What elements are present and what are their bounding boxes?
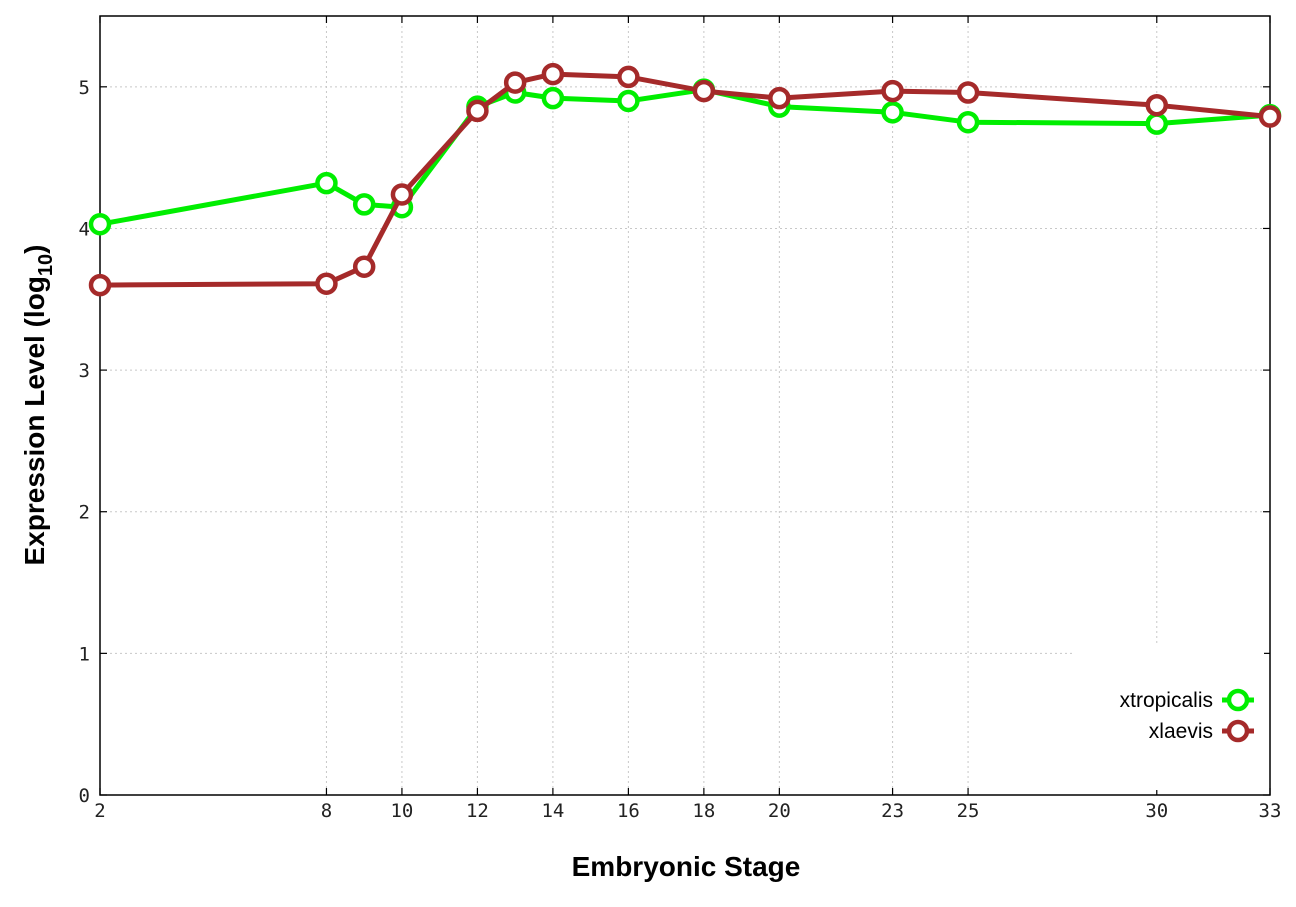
data-point-xlaevis	[315, 272, 338, 295]
data-point-xtropicalis	[315, 171, 338, 195]
legend-marker-xtropicalis	[1226, 688, 1250, 712]
x-tick-label: 33	[1259, 800, 1282, 822]
data-point-xlaevis	[768, 86, 791, 110]
data-point-xtropicalis	[956, 110, 980, 134]
data-point-xtropicalis	[352, 193, 376, 216]
data-point-xlaevis	[503, 71, 527, 94]
x-tick-label: 20	[768, 800, 791, 822]
series-line-xlaevis	[97, 71, 1273, 288]
x-tick-label: 23	[881, 800, 904, 822]
x-tick-label: 18	[692, 800, 715, 822]
legend-box	[1074, 645, 1264, 790]
data-point-xtropicalis	[1145, 112, 1169, 135]
y-axis-title-subscript: 10	[35, 254, 57, 276]
x-tick-label: 12	[466, 800, 489, 822]
data-point-xlaevis	[956, 81, 980, 104]
x-tick-label: 25	[957, 800, 980, 822]
y-tick-label: 1	[79, 643, 90, 665]
x-tick-label: 16	[617, 800, 640, 822]
x-tick-label: 8	[321, 800, 332, 822]
y-tick-label: 3	[79, 360, 90, 382]
x-tick-label: 30	[1145, 800, 1168, 822]
data-point-xlaevis	[466, 99, 489, 123]
data-point-xlaevis	[88, 273, 112, 297]
x-tick-label: 10	[390, 800, 413, 822]
legend: xtropicalis xlaevis	[1120, 688, 1254, 743]
plot-frame	[99, 15, 1271, 796]
y-tick-label: 4	[79, 218, 90, 240]
y-tick-label: 0	[79, 785, 90, 807]
y-tick-label: 2	[79, 502, 90, 524]
data-point-xlaevis	[617, 65, 640, 89]
data-point-xtropicalis	[617, 89, 640, 113]
data-point-xtropicalis	[541, 86, 565, 110]
series-layer	[88, 62, 1282, 297]
x-tick-label: 14	[541, 800, 564, 822]
data-point-xlaevis	[1258, 105, 1282, 128]
data-point-xlaevis	[390, 183, 414, 206]
data-point-xlaevis	[1145, 93, 1169, 117]
data-point-xlaevis	[881, 79, 904, 103]
data-point-xlaevis	[692, 79, 716, 103]
data-point-xtropicalis	[88, 212, 112, 236]
series-line-xtropicalis	[97, 87, 1273, 227]
y-axis-title-close: )	[19, 245, 50, 254]
y-axis-title: Expression Level (log10)	[19, 245, 57, 566]
legend-label-xlaevis: xlaevis	[1149, 720, 1213, 743]
x-tick-label: 2	[94, 800, 105, 822]
data-point-xtropicalis	[881, 101, 904, 124]
y-axis-title-main: Expression Level (log	[19, 276, 50, 565]
data-point-xlaevis	[541, 62, 565, 86]
x-axis-title: Embryonic Stage	[572, 851, 801, 882]
legend-label-xtropicalis: xtropicalis	[1120, 689, 1213, 712]
data-point-xlaevis	[352, 255, 376, 278]
legend-marker-xlaevis	[1226, 719, 1250, 743]
y-tick-label: 5	[79, 77, 90, 99]
